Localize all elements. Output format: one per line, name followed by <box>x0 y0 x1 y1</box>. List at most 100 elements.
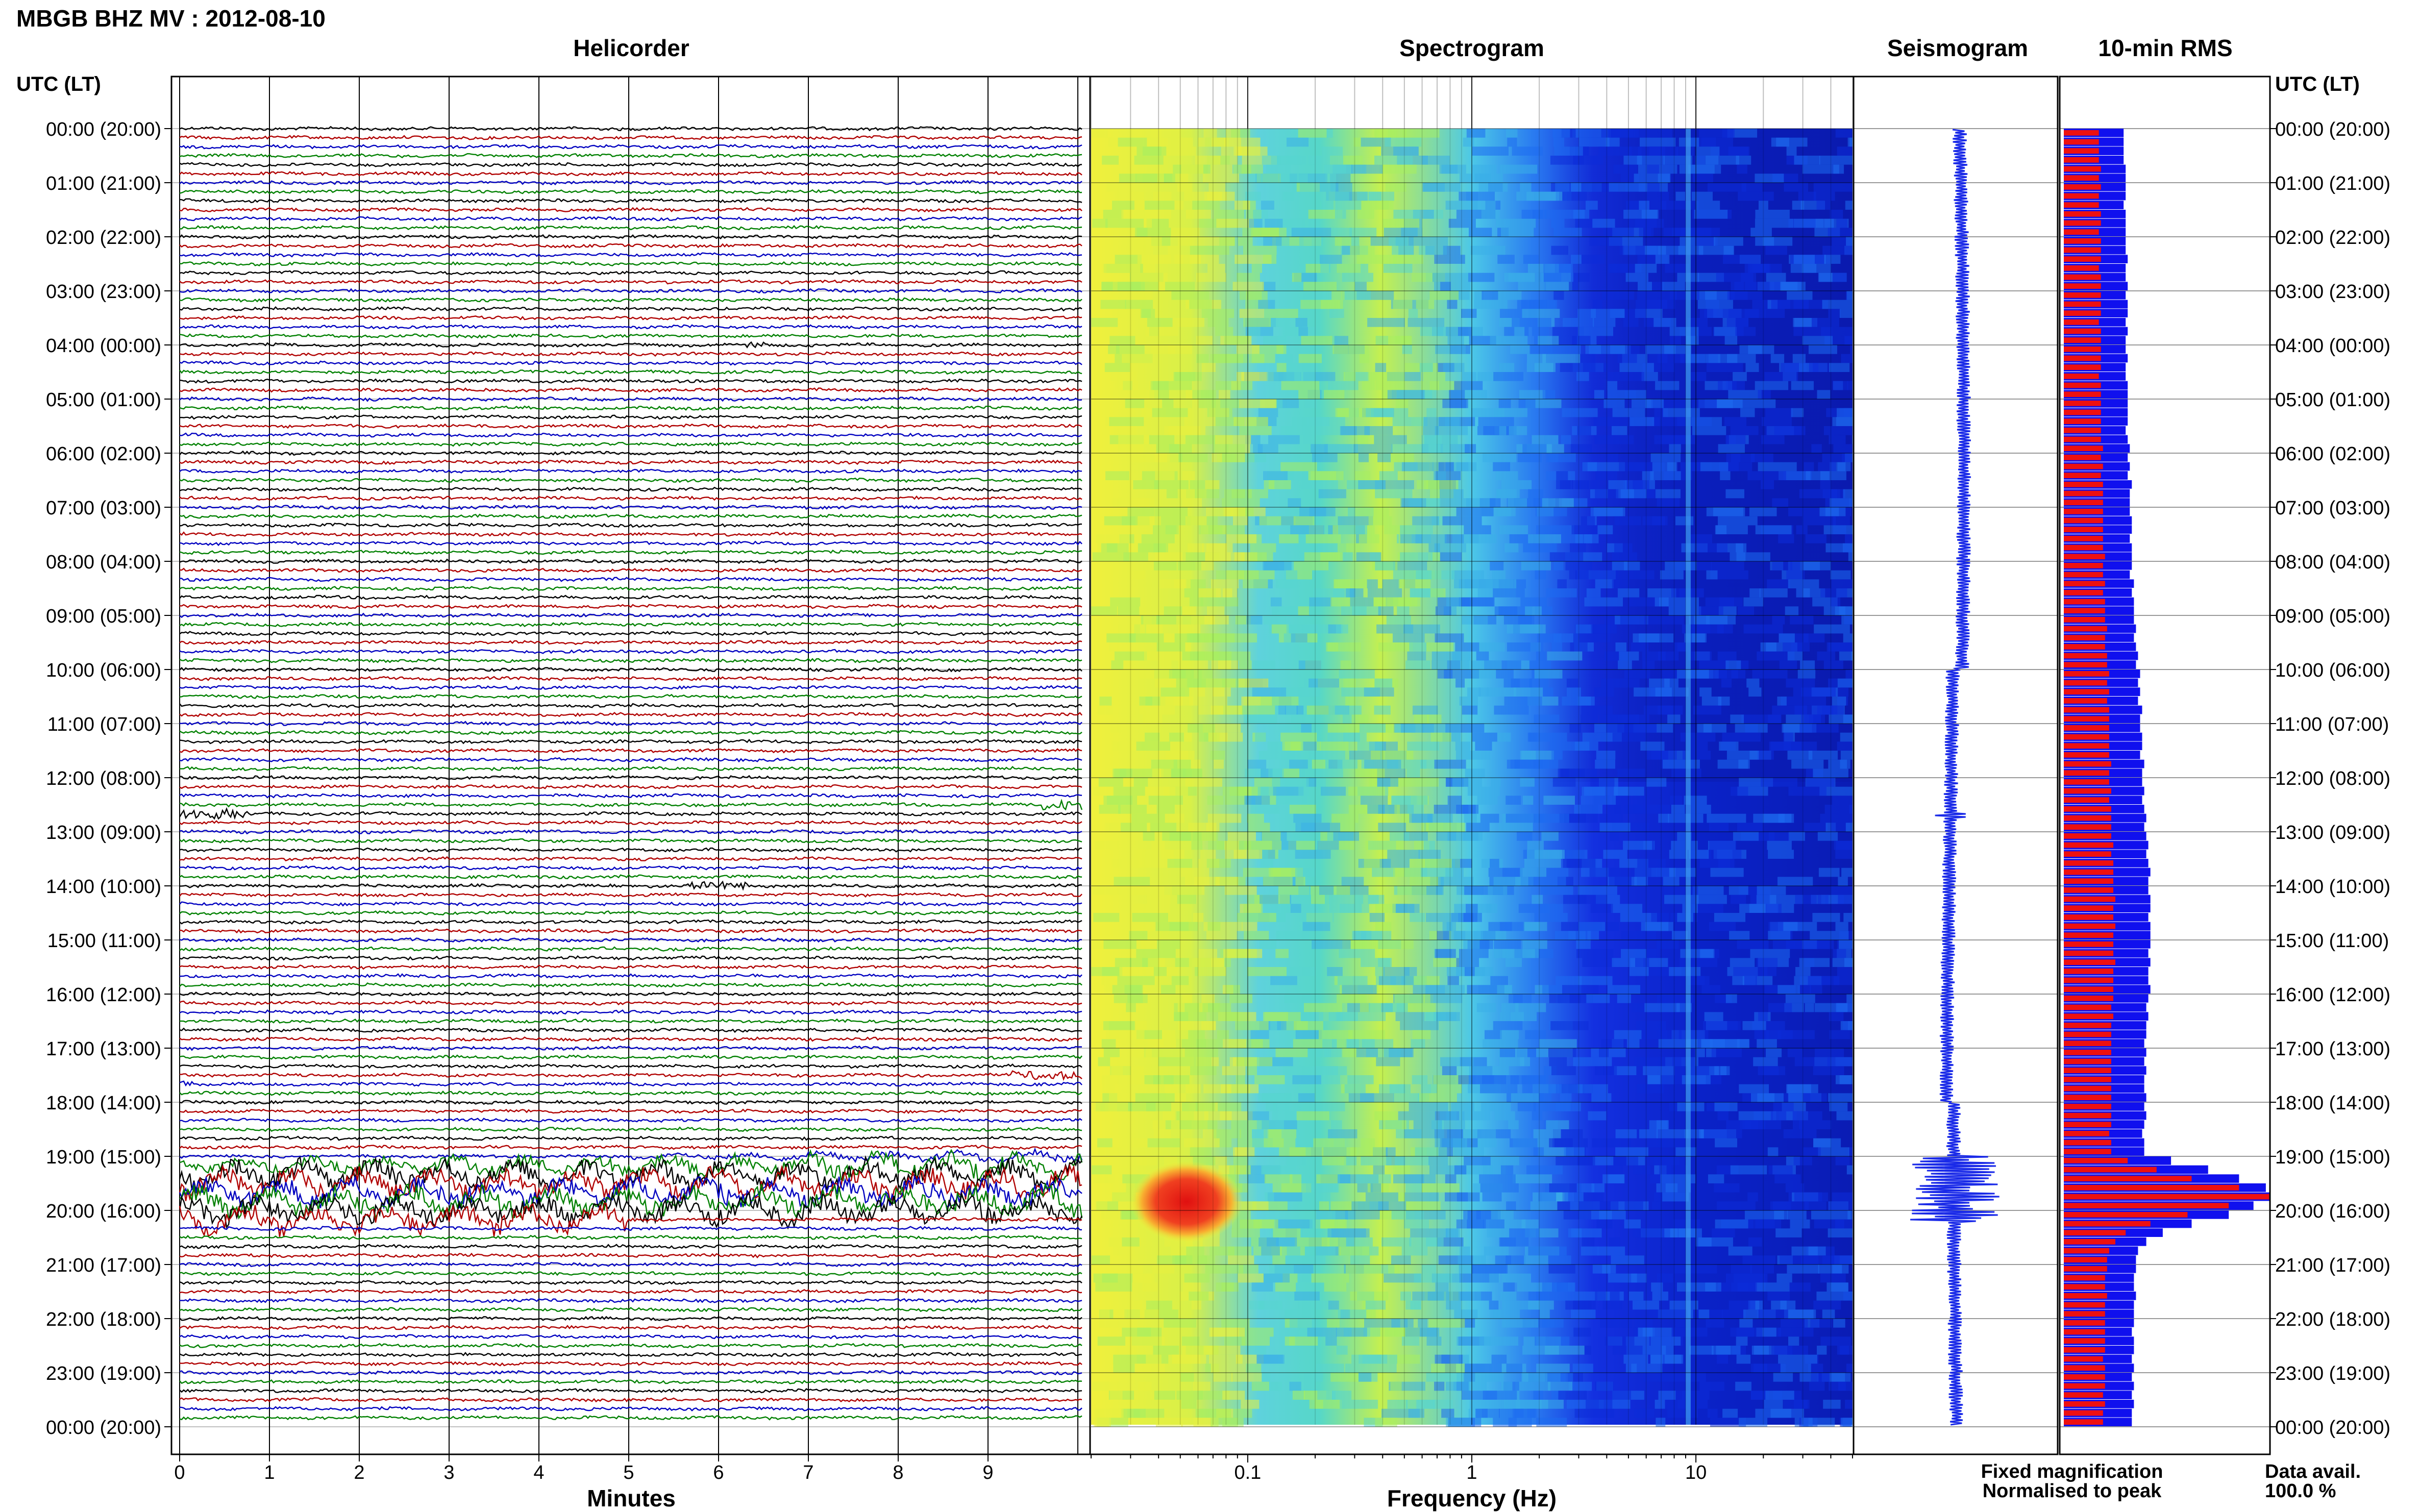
rms-normalised-bar <box>2064 599 2105 605</box>
rms-normalised-bar <box>2064 184 2101 190</box>
right-time-axis-label: UTC (LT) <box>2275 73 2360 95</box>
rms-normalised-bar <box>2064 500 2103 505</box>
rms-normalised-bar <box>2064 482 2103 487</box>
spectrogram-title: Spectrogram <box>1399 35 1544 61</box>
spectrogram-rows <box>1091 129 1853 1427</box>
rms-normalised-bar <box>2064 247 2101 253</box>
rms-normalised-bar <box>2064 1329 2105 1335</box>
rms-normalised-bar <box>2064 536 2103 541</box>
rms-normalised-bar <box>2064 1185 2239 1191</box>
rms-normalised-bar <box>2064 788 2111 794</box>
hour-label-left: 19:00 (15:00) <box>46 1147 161 1168</box>
legend-fixed-magnification: Fixed magnification <box>1981 1461 2163 1482</box>
helicorder-trace <box>179 1397 1082 1403</box>
hour-label-right: 11:00 (07:00) <box>2275 714 2389 735</box>
helicorder-trace <box>179 658 1082 663</box>
helicorder-trace <box>179 594 1082 601</box>
helicorder-trace <box>180 1018 1082 1024</box>
hour-label-left: 11:00 (07:00) <box>47 714 161 735</box>
rms-normalised-bar <box>2064 1320 2105 1326</box>
helicorder-trace <box>179 216 1082 221</box>
minutes-tick-label: 8 <box>893 1462 903 1483</box>
helicorder-trace <box>179 369 1082 375</box>
rms-normalised-bar <box>2064 1374 2105 1380</box>
rms-normalised-bar <box>2064 283 2101 289</box>
frequency-axis-label: Frequency (Hz) <box>1387 1485 1557 1511</box>
rms-normalised-bar <box>2064 806 2111 812</box>
helicorder-trace <box>179 807 1082 820</box>
helicorder-trace <box>179 685 1082 690</box>
rms-normalised-bar <box>2064 238 2101 244</box>
hour-label-right: 21:00 (17:00) <box>2275 1255 2390 1276</box>
hour-label-right: 20:00 (16:00) <box>2275 1201 2390 1222</box>
helicorder-trace <box>179 441 1082 447</box>
minutes-tick-label: 0 <box>174 1462 185 1483</box>
legend-normalised-to-peak: Normalised to peak <box>1983 1480 2162 1502</box>
helicorder-trace <box>179 901 1082 907</box>
rms-normalised-bar <box>2064 1095 2111 1100</box>
rms-normalised-bar <box>2064 824 2111 830</box>
hour-label-left: 21:00 (17:00) <box>46 1255 161 1276</box>
helicorder-trace <box>179 964 1082 970</box>
rms-normalised-bar <box>2064 229 2099 235</box>
right-hour-labels: 00:00 (20:00) 01:00 (21:00) 02:00 (22:00) 0… <box>2270 119 2390 1439</box>
rms-normalised-bar <box>2064 436 2101 442</box>
helicorder-trace <box>179 378 1082 384</box>
minutes-tick-label: 4 <box>533 1462 544 1483</box>
rms-normalised-bar <box>2064 1077 2111 1082</box>
helicorder-trace <box>179 234 1082 240</box>
spectrogram-9hz-band <box>1685 129 1691 1425</box>
helicorder-trace <box>179 799 1083 811</box>
helicorder-trace <box>179 1298 1082 1303</box>
rms-normalised-bar <box>2064 572 2103 578</box>
minutes-axis-label: Minutes <box>587 1485 676 1511</box>
helicorder-trace <box>180 576 1082 582</box>
spectrogram-panel <box>1091 77 1853 1427</box>
helicorder-trace <box>179 946 1082 952</box>
helicorder-trace <box>179 865 1082 871</box>
hour-label-left: 05:00 (01:00) <box>46 389 161 411</box>
rms-normalised-bar <box>2064 1122 2111 1127</box>
rms-normalised-bar <box>2064 265 2099 271</box>
rms-normalised-bar <box>2064 1050 2111 1055</box>
helicorder-trace <box>179 1000 1082 1006</box>
rms-normalised-bar <box>2064 914 2113 920</box>
helicorder-trace <box>179 405 1082 411</box>
hour-label-left: 20:00 (16:00) <box>46 1201 161 1222</box>
helicorder-trace <box>179 341 1082 349</box>
rms-normalised-bar <box>2064 860 2113 866</box>
helicorder-trace <box>179 1325 1082 1330</box>
helicorder-trace <box>179 622 1082 627</box>
rms-normalised-bar <box>2064 310 2101 316</box>
rms-normalised-bar <box>2064 1203 2229 1208</box>
rms-frame <box>2059 76 2271 1455</box>
helicorder-trace <box>179 225 1082 231</box>
helicorder-trace <box>179 1145 1082 1150</box>
hour-label-left: 04:00 (00:00) <box>46 335 161 357</box>
helicorder-trace <box>179 252 1082 258</box>
helicorder-trace <box>179 387 1082 393</box>
minutes-tick-label: 5 <box>623 1462 634 1483</box>
rms-normalised-bar <box>2064 923 2115 929</box>
helicorder-trace <box>179 360 1082 366</box>
rms-normalised-bar <box>2064 364 2101 370</box>
rms-normalised-bar <box>2064 1023 2111 1028</box>
helicorder-trace <box>179 207 1082 213</box>
rms-normalised-bar <box>2064 1293 2107 1299</box>
rms-normalised-bar <box>2064 166 2101 172</box>
rms-normalised-bar <box>2064 346 2101 352</box>
helicorder-trace <box>179 1316 1082 1322</box>
helicorder-trace <box>179 1370 1082 1376</box>
hour-label-right: 17:00 (13:00) <box>2275 1038 2390 1060</box>
rms-panel <box>2060 128 2270 1427</box>
frequency-axis: 0.1 1 10 <box>1091 1454 1853 1483</box>
rms-normalised-bar <box>2064 761 2111 767</box>
hour-label-left: 09:00 (05:00) <box>46 606 161 627</box>
rms-normalised-bar <box>2064 418 2101 424</box>
frequency-tick-label: 0.1 <box>1234 1462 1261 1483</box>
hour-label-right: 03:00 (23:00) <box>2275 281 2390 303</box>
rms-normalised-bar <box>2064 743 2109 749</box>
hour-label-right: 18:00 (14:00) <box>2275 1093 2390 1114</box>
rms-normalised-bar <box>2064 878 2113 884</box>
helicorder-trace <box>179 1244 1082 1249</box>
